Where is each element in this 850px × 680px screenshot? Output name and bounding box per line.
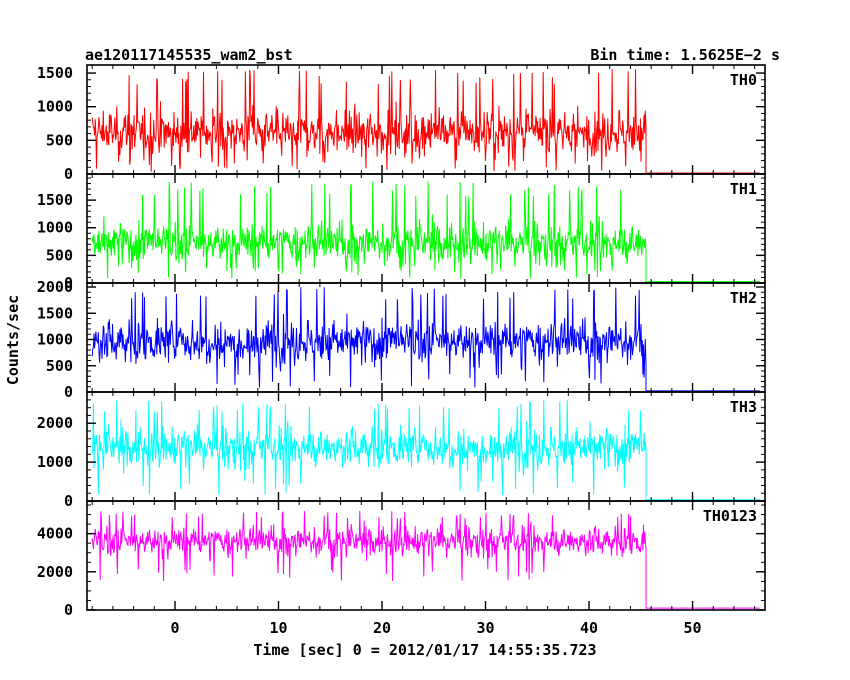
panel-frame <box>86 173 766 284</box>
panel-label: TH0 <box>730 71 757 89</box>
panels: TH0 0 500 1000 1500 TH1 0 500 1000 1500 TH2 0 500 100… <box>37 64 766 619</box>
y-tick-label: 500 <box>46 246 73 264</box>
y-axis-label: Counts/sec <box>4 295 22 385</box>
figure-title: ae120117145535_wam2_bst <box>85 46 293 64</box>
y-tick-label: 2000 <box>37 414 73 432</box>
x-tick-label: 10 <box>269 619 287 637</box>
y-tick-label: 2000 <box>37 563 73 581</box>
panel-th0: TH0 0 500 1000 1500 <box>37 64 766 183</box>
series-line-th1 <box>91 181 760 283</box>
panel-th0123: TH0123 0 2000 4000 <box>37 500 766 619</box>
y-tick-label: 0 <box>64 492 73 510</box>
x-tick-label: 20 <box>373 619 391 637</box>
bin-time-label: Bin time: 1.5625E−2 s <box>590 46 780 64</box>
x-tick-label: 0 <box>170 619 179 637</box>
y-tick-label: 0 <box>64 601 73 619</box>
y-tick-label: 1500 <box>37 304 73 322</box>
panel-label: TH0123 <box>703 507 757 525</box>
x-tick-label: 50 <box>684 619 702 637</box>
panel-th1: TH1 0 500 1000 1500 <box>37 173 766 292</box>
y-tick-label: 1500 <box>37 191 73 209</box>
panel-th2: TH2 0 500 1000 1500 2000 <box>37 278 766 401</box>
panel-th3: TH3 0 1000 2000 <box>37 391 766 510</box>
series-line-th2 <box>91 287 760 392</box>
series-line-th0123 <box>91 510 760 609</box>
y-tick-label: 1500 <box>37 64 73 82</box>
panel-frame <box>86 500 766 611</box>
panel-label: TH3 <box>730 398 757 416</box>
panel-label: TH2 <box>730 289 757 307</box>
y-tick-label: 1000 <box>37 219 73 237</box>
y-tick-label: 500 <box>46 131 73 149</box>
y-tick-label: 0 <box>64 383 73 401</box>
y-tick-label: 4000 <box>37 525 73 543</box>
y-tick-label: 500 <box>46 357 73 375</box>
panel-label: TH1 <box>730 180 757 198</box>
y-tick-label: 2000 <box>37 278 73 296</box>
x-tick-label: 30 <box>476 619 494 637</box>
y-tick-label: 0 <box>64 274 73 292</box>
x-axis: 0 10 20 30 40 50 <box>170 619 701 637</box>
series-line-th3 <box>91 400 760 501</box>
y-tick-label: 1000 <box>37 98 73 116</box>
x-axis-label: Time [sec] 0 = 2012/01/17 14:55:35.723 <box>253 641 596 659</box>
y-tick-label: 0 <box>64 165 73 183</box>
x-tick-label: 40 <box>580 619 598 637</box>
y-tick-label: 1000 <box>37 453 73 471</box>
y-tick-label: 1000 <box>37 331 73 349</box>
series-line-th0 <box>91 69 760 174</box>
